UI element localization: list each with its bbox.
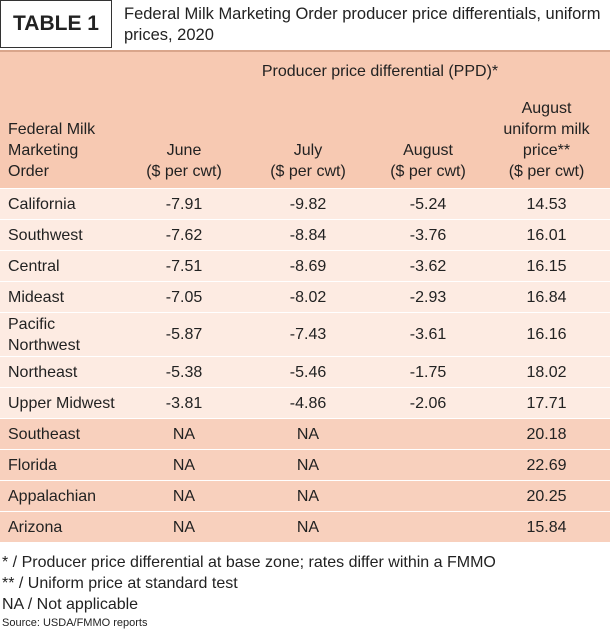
cell: -3.76: [409, 226, 447, 244]
row-label: Mideast: [8, 288, 65, 306]
table-row: California -7.91 -9.82 -5.24 14.53: [0, 188, 610, 220]
cell: -8.84: [289, 226, 327, 244]
empty-cell: [373, 450, 483, 481]
cell: 16.15: [526, 257, 567, 275]
cell: -3.81: [165, 394, 203, 412]
cell: -7.51: [165, 257, 203, 275]
row-label: Pacific Northwest: [8, 315, 81, 354]
cell: -1.75: [409, 363, 447, 381]
table-row: Upper Midwest -3.81 -4.86 -2.06 17.71: [0, 387, 610, 419]
cell: -7.62: [165, 226, 203, 244]
cell: 18.02: [526, 363, 567, 381]
cell: -7.43: [289, 326, 327, 343]
cell: -3.61: [409, 326, 447, 343]
row-label: Upper Midwest: [8, 394, 115, 412]
cell: -5.24: [409, 195, 447, 213]
cell: 20.25: [526, 487, 567, 505]
cell: -9.82: [289, 195, 327, 213]
row-label: Florida: [8, 456, 57, 474]
table-title: Federal Milk Marketing Order producer pr…: [124, 5, 601, 44]
cell: NA: [296, 487, 320, 505]
cell: -5.38: [165, 363, 203, 381]
cell: 20.18: [526, 425, 567, 443]
cell: -5.87: [165, 326, 203, 343]
table-row: Northeast -5.38 -5.46 -1.75 18.02: [0, 356, 610, 388]
group-header: Producer price differential (PPD)*: [261, 62, 499, 80]
cell: -5.46: [289, 363, 327, 381]
cell: -4.86: [289, 394, 327, 412]
row-label: Central: [8, 257, 60, 275]
table-label: TABLE 1: [0, 0, 112, 48]
table-row: Southeast NA NA 20.18: [0, 418, 610, 450]
footnote: * / Producer price differential at base …: [2, 554, 496, 571]
row-label: Southwest: [8, 226, 83, 244]
column-header: August ($ per cwt): [390, 142, 466, 180]
table-row: Mideast -7.05 -8.02 -2.93 16.84: [0, 281, 610, 313]
table-row: Southwest -7.62 -8.84 -3.76 16.01: [0, 219, 610, 251]
cell: -2.06: [409, 394, 447, 412]
cell: -8.02: [289, 288, 327, 306]
cell: -3.62: [409, 257, 447, 275]
table-row: Florida NA NA 22.69: [0, 449, 610, 481]
table-header: TABLE 1 Federal Milk Marketing Order pro…: [0, 0, 610, 52]
cell: -2.93: [409, 288, 447, 306]
cell: -7.91: [165, 195, 203, 213]
cell: NA: [172, 425, 196, 443]
cell: NA: [172, 518, 196, 536]
footnote: NA / Not applicable: [2, 596, 139, 613]
table-row: Appalachian NA NA 20.25: [0, 480, 610, 512]
row-label: Southeast: [8, 425, 81, 443]
empty-cell: [373, 512, 483, 543]
cell: 16.01: [526, 226, 567, 244]
cell: -8.69: [289, 257, 327, 275]
cell: 17.71: [526, 394, 567, 412]
cell: 14.53: [526, 195, 567, 213]
data-table: Producer price differential (PPD)* Feder…: [0, 52, 610, 542]
cell: NA: [172, 456, 196, 474]
cell: NA: [296, 425, 320, 443]
row-label: Northeast: [8, 363, 78, 381]
table-row: Central -7.51 -8.69 -3.62 16.15: [0, 250, 610, 282]
column-header: July ($ per cwt): [270, 142, 346, 180]
cell: 16.16: [526, 326, 567, 343]
empty-cell: [373, 481, 483, 512]
footnotes: * / Producer price differential at base …: [2, 552, 496, 631]
column-header: August uniform milk price** ($ per cwt): [503, 100, 590, 180]
cell: NA: [296, 456, 320, 474]
table-row: Arizona NA NA 15.84: [0, 511, 610, 543]
empty-cell: [373, 419, 483, 450]
column-header: June ($ per cwt): [146, 142, 222, 180]
cell: NA: [172, 487, 196, 505]
cell: NA: [296, 518, 320, 536]
cell: 15.84: [526, 518, 567, 536]
cell: -7.05: [165, 288, 203, 306]
table-row: Pacific Northwest -5.87 -7.43 -3.61 16.16: [0, 312, 610, 357]
footnote: ** / Uniform price at standard test: [2, 575, 238, 592]
cell: 16.84: [526, 288, 567, 306]
row-label: Appalachian: [8, 487, 97, 505]
row-label: California: [8, 195, 76, 213]
cell: 22.69: [526, 456, 567, 474]
row-label: Arizona: [8, 518, 63, 536]
column-header: Federal Milk Marketing Order: [8, 121, 96, 180]
source: Source: USDA/FMMO reports: [2, 617, 148, 629]
